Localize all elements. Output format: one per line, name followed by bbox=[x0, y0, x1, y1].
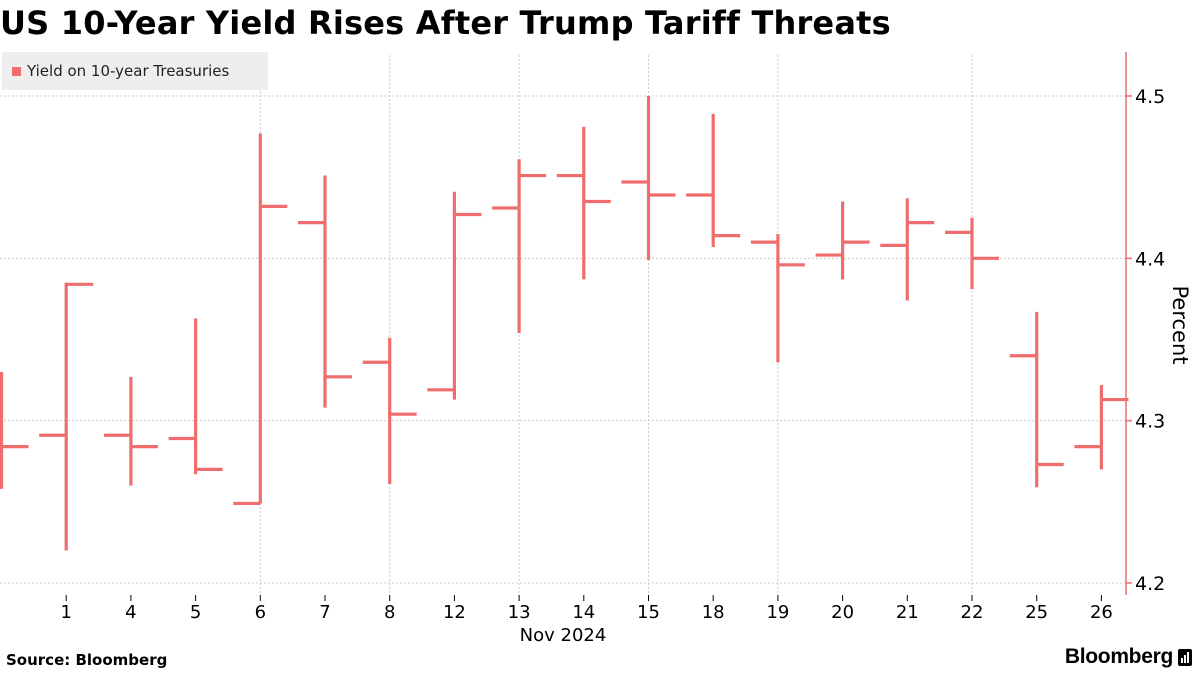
x-tick-label: 13 bbox=[508, 602, 531, 623]
y-axis: 4.2 4.3 4.4 4.5 bbox=[1125, 52, 1165, 595]
x-tick-label: 5 bbox=[190, 602, 201, 623]
ohlc-bar bbox=[621, 96, 676, 260]
grid-lines bbox=[0, 55, 1126, 595]
legend: Yield on 10-year Treasuries bbox=[2, 52, 268, 90]
ohlc-bar bbox=[815, 201, 870, 280]
y-tick-label: 4.4 bbox=[1135, 248, 1165, 270]
x-tick-label: 12 bbox=[443, 602, 466, 623]
x-tick-label: 1 bbox=[60, 602, 71, 623]
ohlc-bar bbox=[945, 217, 999, 290]
brand-name: Bloomberg bbox=[1064, 645, 1173, 668]
x-tick-label: 22 bbox=[961, 602, 984, 623]
ohlc-bar bbox=[492, 159, 547, 334]
legend-label: Yield on 10-year Treasuries bbox=[27, 62, 230, 80]
legend-swatch bbox=[12, 66, 21, 76]
ohlc-bar bbox=[39, 282, 94, 551]
ohlc-bar bbox=[168, 318, 223, 475]
ohlc-bar bbox=[233, 133, 288, 506]
y-tick-label: 4.2 bbox=[1135, 573, 1165, 595]
ohlc-bars bbox=[0, 96, 1129, 551]
x-tick-label: 15 bbox=[637, 602, 660, 623]
x-tick-label: 7 bbox=[319, 602, 330, 623]
x-axis-labels: 1 4 5 6 7 8 12 13 14 15 18 19 20 21 22 25 26 bbox=[60, 595, 1113, 623]
ohlc-bar bbox=[750, 233, 805, 363]
x-tick-label: 6 bbox=[255, 602, 266, 623]
x-tick-label: 25 bbox=[1025, 602, 1048, 623]
ohlc-bar bbox=[362, 337, 417, 484]
ohlc-bar bbox=[880, 198, 935, 301]
ohlc-bar bbox=[103, 376, 158, 486]
x-tick-label: 20 bbox=[831, 602, 854, 623]
ohlc-bar bbox=[556, 126, 611, 280]
ohlc-bar bbox=[686, 113, 741, 247]
x-axis-title: Nov 2024 bbox=[520, 625, 607, 646]
ohlc-bar bbox=[427, 191, 482, 400]
x-tick-label: 8 bbox=[384, 602, 395, 623]
source-note: Source: Bloomberg bbox=[6, 651, 168, 669]
ohlc-bar bbox=[298, 175, 352, 408]
ohlc-bar bbox=[0, 371, 29, 489]
x-tick-label: 14 bbox=[572, 602, 595, 623]
x-tick-label: 26 bbox=[1090, 602, 1113, 623]
y-tick-label: 4.5 bbox=[1135, 86, 1165, 108]
ohlc-bar bbox=[1074, 384, 1129, 470]
brand-logo: Bloomberg bbox=[1065, 645, 1192, 669]
y-tick-label: 4.3 bbox=[1135, 411, 1165, 433]
x-tick-label: 21 bbox=[896, 602, 919, 623]
x-tick-label: 18 bbox=[702, 602, 725, 623]
x-tick-label: 19 bbox=[766, 602, 789, 623]
chart-title: US 10-Year Yield Rises After Trump Tarif… bbox=[0, 4, 891, 42]
x-tick-label: 4 bbox=[125, 602, 136, 623]
bar-chart-icon bbox=[1178, 648, 1192, 666]
ohlc-bar bbox=[1009, 311, 1064, 488]
y-axis-title: Percent bbox=[1168, 285, 1192, 364]
